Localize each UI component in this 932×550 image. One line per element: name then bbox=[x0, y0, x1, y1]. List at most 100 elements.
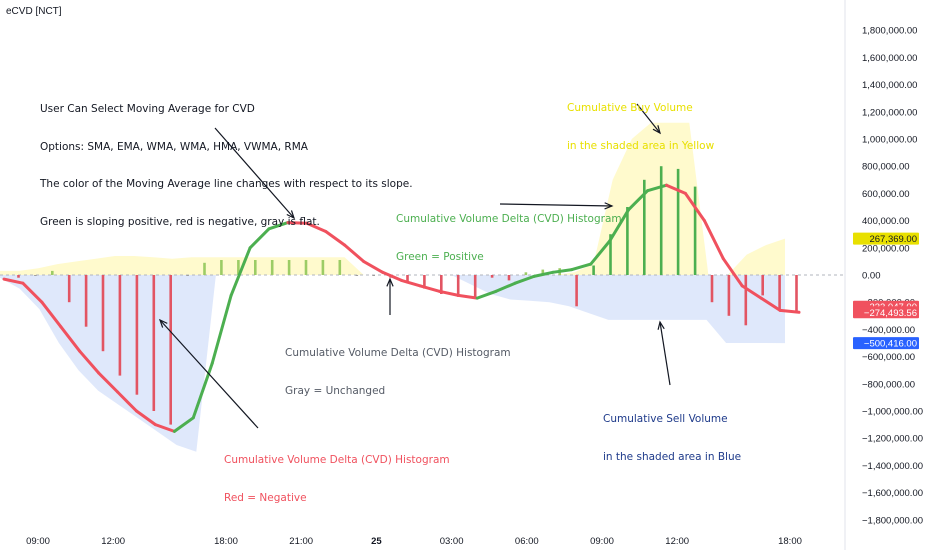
negative-hist-line2: Red = Negative bbox=[224, 491, 307, 504]
cvd-ma-segment bbox=[40, 300, 63, 329]
cvd-ma-segment bbox=[286, 221, 309, 225]
histogram-bar bbox=[270, 260, 274, 275]
positive-hist-line2: Green = Positive bbox=[396, 250, 484, 263]
y-tick-label: −1,800,000.00 bbox=[862, 515, 923, 526]
histogram-bar bbox=[287, 260, 291, 275]
histogram-bar bbox=[304, 260, 308, 275]
histogram-bar bbox=[237, 260, 240, 275]
y-tick-label: −800,000.00 bbox=[862, 379, 915, 390]
histogram-bar bbox=[101, 275, 105, 352]
histogram-bar bbox=[169, 275, 172, 425]
cvd-ma-segment bbox=[759, 296, 782, 312]
histogram-bar bbox=[152, 275, 156, 411]
histogram-bar bbox=[626, 207, 629, 275]
y-tick-label: −400,000.00 bbox=[862, 325, 915, 336]
cvd-ma-segment bbox=[532, 270, 555, 278]
cvd-ma-segment bbox=[324, 230, 347, 247]
positive-hist-arrow bbox=[499, 203, 613, 207]
buy-volume-arrow-head bbox=[652, 125, 661, 135]
cvd-ma-segment bbox=[343, 243, 366, 263]
cvd-ma-segment bbox=[97, 371, 120, 394]
cvd-ma-segment bbox=[2, 277, 25, 285]
histogram-bar bbox=[203, 262, 206, 275]
histogram-bar bbox=[84, 275, 88, 327]
negative-hist-line1: Cumulative Volume Delta (CVD) Histogram bbox=[224, 454, 450, 466]
histogram-bar bbox=[135, 275, 139, 395]
histogram-bar bbox=[406, 275, 409, 284]
cvd-ma-segment bbox=[400, 278, 422, 288]
histogram-bar bbox=[592, 265, 595, 275]
cvd-ma-segment bbox=[665, 183, 687, 195]
sell-volume-line2: in the shaded area in Blue bbox=[603, 450, 742, 463]
buy-volume-annotation: Cumulative Buy Volume in the shaded area… bbox=[567, 77, 714, 177]
sell-volume-arrow-head bbox=[657, 320, 665, 330]
y-tick-label: −1,400,000.00 bbox=[862, 461, 923, 472]
gray-hist-arrow-head bbox=[386, 277, 394, 287]
ma-note-arrow bbox=[214, 127, 295, 219]
histogram-bar bbox=[609, 234, 612, 275]
y-tick-label: 0.00 bbox=[862, 271, 881, 282]
gray-hist-line1: Cumulative Volume Delta (CVD) Histogram bbox=[285, 347, 511, 359]
buy-volume-area bbox=[0, 122, 785, 275]
cvd-ma-segment bbox=[267, 221, 290, 231]
histogram-bar bbox=[372, 275, 375, 276]
cvd-ma-segment bbox=[59, 325, 82, 353]
histogram-bar bbox=[17, 275, 20, 278]
histogram-bar bbox=[727, 275, 731, 316]
histogram-bar bbox=[710, 275, 714, 303]
y-tick-label: 1,800,000.00 bbox=[862, 26, 917, 37]
x-tick-label: 21:00 bbox=[289, 536, 313, 547]
histogram-bar bbox=[795, 275, 798, 313]
buy-volume-line1: Cumulative Buy Volume bbox=[567, 102, 693, 114]
gray-hist-annotation: Cumulative Volume Delta (CVD) Histogram … bbox=[285, 322, 511, 422]
x-tick-label: 06:00 bbox=[515, 536, 539, 547]
histogram-bar bbox=[423, 275, 426, 289]
cvd-ma-segment bbox=[437, 289, 460, 297]
cvd-ma-segment bbox=[229, 246, 252, 297]
histogram-bar bbox=[541, 269, 545, 275]
cvd-ma-segment bbox=[210, 293, 233, 365]
ma-note-line2: Options: SMA, EMA, WMA, WMA, HMA, VWMA, … bbox=[40, 140, 308, 153]
histogram-bar bbox=[507, 275, 511, 281]
cvd-ma-segment bbox=[191, 361, 214, 420]
cvd-ma-segment bbox=[646, 183, 668, 193]
cvd-ma-segment bbox=[494, 281, 517, 293]
sell-volume-annotation: Cumulative Sell Volume in the shaded are… bbox=[603, 388, 741, 488]
histogram-bar bbox=[338, 260, 342, 275]
cvd-ma-segment bbox=[475, 289, 498, 300]
histogram-bar bbox=[778, 275, 781, 309]
price-badge bbox=[853, 306, 919, 319]
cvd-ma-segment bbox=[135, 409, 157, 427]
x-tick-label: 12:00 bbox=[665, 536, 689, 547]
cvd-ma-segment bbox=[381, 270, 403, 282]
cvd-ma-segment bbox=[153, 423, 176, 433]
cvd-ma-segment bbox=[513, 274, 536, 285]
histogram-bar bbox=[440, 275, 443, 294]
cvd-ma-segment bbox=[551, 268, 574, 274]
cvd-ma-segment bbox=[570, 262, 593, 272]
y-tick-label: 200,000.00 bbox=[862, 243, 910, 254]
cvd-ma-segment bbox=[116, 390, 138, 413]
y-tick-label: 400,000.00 bbox=[862, 216, 910, 227]
histogram-bar bbox=[676, 168, 680, 275]
y-tick-label: 1,200,000.00 bbox=[862, 107, 917, 118]
cvd-ma-segment bbox=[305, 221, 328, 233]
negative-hist-arrow bbox=[159, 319, 259, 429]
histogram-bar bbox=[67, 275, 71, 303]
y-tick-label: −1,200,000.00 bbox=[862, 434, 923, 445]
indicator-title[interactable]: eCVD [NCT] bbox=[6, 6, 62, 17]
price-badge bbox=[853, 232, 919, 245]
x-tick-label: 18:00 bbox=[778, 536, 802, 547]
histogram-bar bbox=[473, 275, 477, 297]
histogram-bar bbox=[659, 166, 663, 275]
y-tick-label: −1,600,000.00 bbox=[862, 488, 923, 499]
y-tick-label: 1,400,000.00 bbox=[862, 80, 917, 91]
x-tick-label: 25 bbox=[371, 536, 382, 547]
cvd-ma-segment bbox=[721, 257, 744, 288]
histogram-bar bbox=[761, 275, 764, 296]
histogram-bar bbox=[744, 275, 748, 326]
cvd-ma-segment bbox=[740, 284, 763, 300]
ma-note-arrow-head bbox=[286, 210, 296, 220]
y-tick-label: 800,000.00 bbox=[862, 162, 910, 173]
